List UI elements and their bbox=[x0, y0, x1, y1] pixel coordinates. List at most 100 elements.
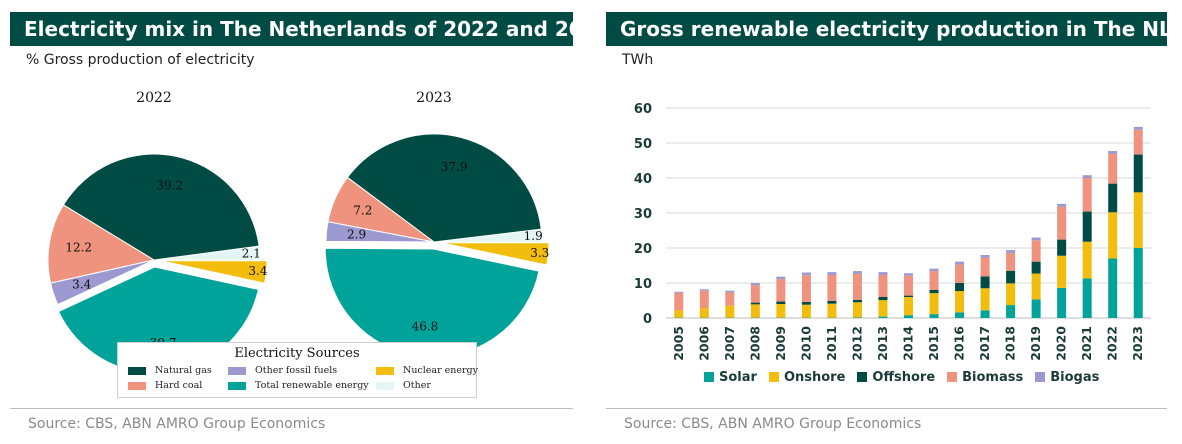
bar-solar-2014 bbox=[904, 315, 913, 318]
legend-item-solar: Solar bbox=[704, 370, 757, 385]
pie-charts: 20222.139.212.23.439.73.420231.937.97.22… bbox=[47, 90, 550, 374]
bar-biomass-2011 bbox=[827, 274, 837, 301]
x-tick-label: 2011 bbox=[824, 326, 839, 361]
bar-onshore-2022 bbox=[1108, 212, 1118, 259]
x-tick-label: 2007 bbox=[722, 326, 737, 361]
bar-biomass-2009 bbox=[776, 279, 786, 302]
bar-biomass-2013 bbox=[878, 274, 888, 297]
x-tick-label: 2022 bbox=[1105, 326, 1120, 361]
bar-biogas-2023 bbox=[1133, 126, 1143, 130]
pie-label-nuclear-energy: 3.4 bbox=[248, 264, 267, 278]
legend-label: Other fossil fuels bbox=[255, 365, 338, 376]
legend-swatch bbox=[1035, 372, 1046, 382]
bar-biomass-2016 bbox=[955, 264, 965, 283]
bar-onshore-2013 bbox=[878, 300, 888, 317]
pie-label-other-fossil-fuels: 3.4 bbox=[72, 277, 91, 291]
bar-offshore-2022 bbox=[1108, 183, 1118, 213]
bar-biogas-2017 bbox=[980, 255, 990, 258]
bar-biogas-2012 bbox=[852, 271, 862, 274]
y-tick-label: 20 bbox=[634, 242, 652, 257]
pie-chart-panel: Electricity mix in The Netherlands of 20… bbox=[10, 12, 573, 442]
bar-offshore-2008 bbox=[750, 302, 760, 305]
bar-biogas-2013 bbox=[878, 272, 888, 275]
source-divider bbox=[606, 408, 1167, 409]
x-tick-label: 2017 bbox=[977, 326, 992, 361]
pie-slice-nuclear-energy bbox=[440, 242, 550, 266]
x-tick-label: 2015 bbox=[926, 326, 941, 361]
x-tick-label: 2020 bbox=[1054, 326, 1069, 361]
bar-onshore-2012 bbox=[852, 302, 862, 318]
bar-onshore-2018 bbox=[1006, 283, 1016, 306]
pie-legend-title: Electricity Sources bbox=[234, 346, 360, 361]
bar-legend: Solar Onshore Offshore Biomass Biogas bbox=[704, 370, 1111, 385]
x-tick-label: 2019 bbox=[1028, 326, 1043, 361]
bar-solar-2022 bbox=[1108, 258, 1118, 318]
pie-slice-nuclear-energy bbox=[160, 260, 268, 284]
legend-item-natural-gas: Natural gas bbox=[128, 365, 212, 376]
x-tick-label: 2009 bbox=[773, 326, 788, 361]
legend-label: Biomass bbox=[962, 370, 1024, 385]
y-tick-label: 60 bbox=[634, 102, 652, 117]
legend-item-total-renewable-energy: Total renewable energy bbox=[228, 380, 369, 391]
pie-label-hard-coal: 7.2 bbox=[353, 204, 372, 218]
pie-title-2023: 2023 bbox=[416, 90, 452, 106]
bar-biogas-2015 bbox=[929, 268, 939, 272]
legend-label: Natural gas bbox=[155, 365, 212, 376]
bar-biogas-2008 bbox=[750, 283, 760, 286]
bar-biogas-2021 bbox=[1082, 175, 1092, 178]
pie-slice-natural-gas bbox=[346, 133, 542, 243]
legend-item-other: Other bbox=[376, 380, 431, 391]
bar-biogas-2006 bbox=[699, 289, 709, 291]
x-tick-label: 2014 bbox=[901, 326, 916, 361]
bar-biogas-2019 bbox=[1031, 237, 1041, 241]
bar-onshore-2015 bbox=[929, 293, 939, 315]
pie-label-other: 2.1 bbox=[242, 247, 261, 261]
pie-slice-natural-gas bbox=[62, 153, 260, 261]
bar-biogas-2010 bbox=[801, 272, 811, 276]
bar-offshore-2011 bbox=[827, 300, 837, 304]
y-tick-label: 10 bbox=[634, 277, 652, 292]
bar-biogas-2005 bbox=[674, 291, 684, 293]
legend-item-hard-coal: Hard coal bbox=[128, 380, 202, 391]
bar-solar-2012 bbox=[852, 317, 862, 318]
bar-onshore-2016 bbox=[955, 291, 965, 313]
y-axis-unit: TWh bbox=[622, 52, 654, 68]
bar-offshore-2014 bbox=[904, 295, 913, 297]
legend-label: Total renewable energy bbox=[255, 380, 369, 391]
bar-onshore-2011 bbox=[827, 303, 837, 318]
bar-biomass-2012 bbox=[852, 273, 862, 300]
bar-onshore-2019 bbox=[1031, 273, 1041, 300]
bar-onshore-2005 bbox=[674, 310, 684, 318]
pie-slice-total-renewable-energy bbox=[324, 247, 540, 358]
bar-onshore-2009 bbox=[776, 304, 786, 318]
bar-biomass-2014 bbox=[904, 275, 913, 296]
bar-solar-2018 bbox=[1006, 305, 1016, 318]
stacked-bar-chart: 0 10 20 30 40 50 60 2005 2006 2007 2008 2009 2010 201… bbox=[634, 102, 1151, 361]
bar-biomass-2018 bbox=[1006, 252, 1016, 271]
pie-2023: 2023 1.9 37.9 7.2 2.9 46.8 3.3 bbox=[324, 90, 550, 358]
legend-swatch bbox=[228, 366, 246, 375]
legend-item-biomass: Biomass bbox=[947, 370, 1023, 385]
bar-offshore-2017 bbox=[980, 276, 990, 289]
bar-onshore-2006 bbox=[699, 308, 709, 318]
legend-item-offshore: Offshore bbox=[857, 370, 935, 385]
source-note: Source: CBS, ABN AMRO Group Economics bbox=[28, 416, 326, 432]
legend-item-other-fossil-fuels: Other fossil fuels bbox=[228, 365, 337, 376]
legend-label: Offshore bbox=[872, 370, 936, 385]
bar-solar-2013 bbox=[878, 316, 888, 318]
pie-label-other: 1.9 bbox=[524, 229, 543, 243]
bar-offshore-2015 bbox=[929, 290, 939, 294]
bar-offshore-2016 bbox=[955, 283, 965, 292]
pie-label-other-fossil-fuels: 2.9 bbox=[347, 227, 366, 241]
legend-swatch bbox=[228, 381, 246, 390]
bar-onshore-2007 bbox=[725, 305, 735, 318]
legend-swatch bbox=[376, 381, 394, 390]
x-tick-label: 2013 bbox=[875, 326, 890, 361]
bar-biomass-2006 bbox=[699, 290, 709, 309]
bar-solar-2021 bbox=[1082, 278, 1092, 318]
bar-onshore-2020 bbox=[1057, 255, 1067, 288]
bar-chart-title: Gross renewable electricity production i… bbox=[606, 12, 1167, 46]
bar-onshore-2008 bbox=[750, 304, 760, 318]
bar-biomass-2019 bbox=[1031, 240, 1041, 262]
pie-chart-title: Electricity mix in The Netherlands of 20… bbox=[10, 12, 573, 46]
